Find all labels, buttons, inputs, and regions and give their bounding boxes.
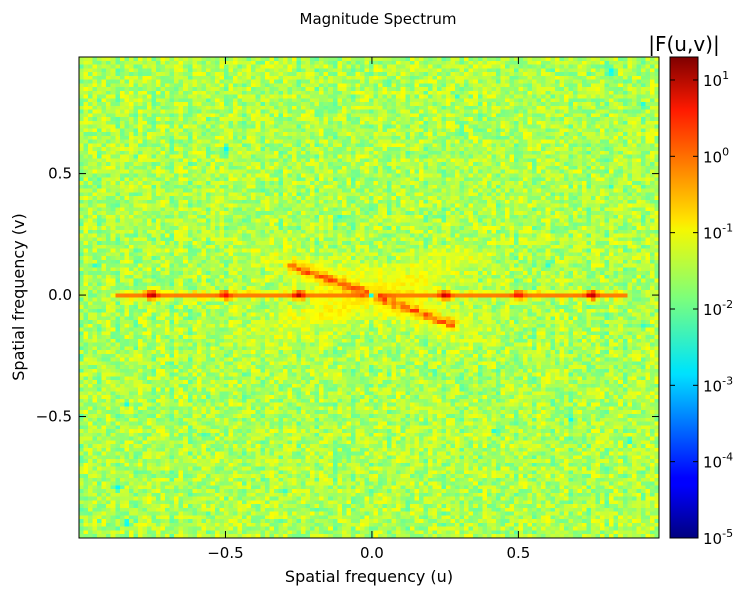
y-tick-label: 0.0	[48, 286, 72, 304]
x-tick-label: 0.5	[506, 544, 530, 562]
colorbar-tick-label: 10-3	[703, 374, 733, 395]
chart-title: Magnitude Spectrum	[300, 10, 457, 28]
heatmap-area	[79, 57, 659, 538]
x-tick-label: −0.5	[207, 544, 243, 562]
y-tick-label: 0.5	[48, 165, 72, 183]
heatmap-image	[79, 57, 659, 538]
colorbar-tick-label: 10-1	[703, 222, 733, 243]
y-axis-ticks: −0.5 0.0 0.5	[36, 165, 659, 426]
colorbar-tick-label: 10-4	[703, 451, 733, 472]
colorbar-tick-label: 10-5	[703, 527, 733, 548]
x-axis-label: Spatial frequency (u)	[285, 567, 453, 586]
colorbar-tick-label: 100	[703, 145, 729, 166]
plot-frame	[78, 56, 660, 539]
colorbar-tick-label: 101	[703, 69, 729, 90]
y-tick-label: −0.5	[36, 408, 72, 426]
colorbar-tick-label: 10-2	[703, 298, 733, 319]
colorbar	[669, 56, 699, 539]
colorbar-ticks: 10-5 10-4 10-3 10-2 10-1 100 101	[670, 69, 733, 548]
x-tick-label: 0.0	[360, 544, 384, 562]
colorbar-label: |F(u,v)|	[648, 32, 719, 56]
x-axis-ticks: −0.5 0.0 0.5	[207, 57, 530, 562]
y-axis-label: Spatial frequency (v)	[9, 213, 28, 380]
